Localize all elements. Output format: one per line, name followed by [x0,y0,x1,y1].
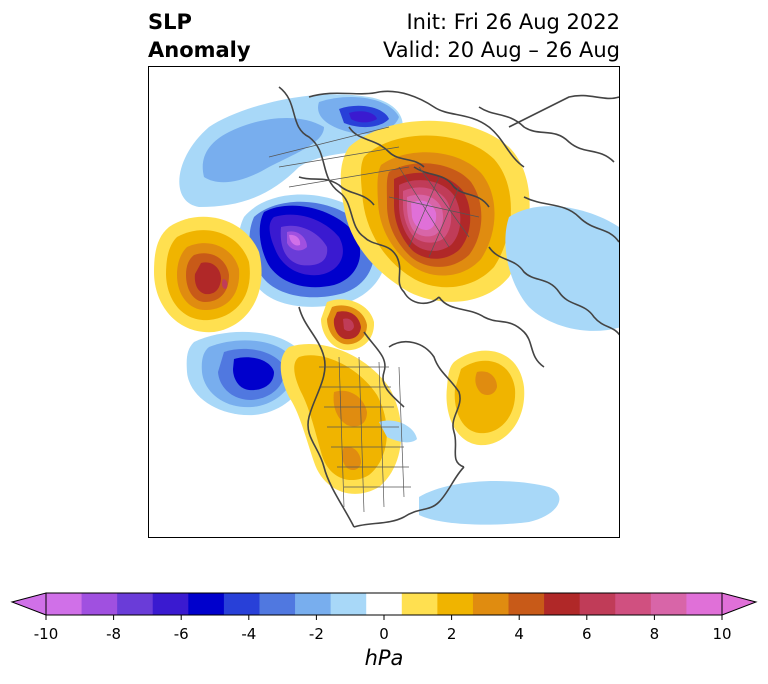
title-variable: SLP [148,10,192,34]
valid-range: Valid: 20 Aug – 26 Aug [382,38,620,62]
colorbar-tick-label: -4 [241,625,257,643]
colorbar-tick-label: -10 [33,625,59,643]
colorbar-bin [295,593,332,615]
colorbar-tick-label: -2 [308,625,324,643]
colorbar-tick-label: 8 [649,625,660,643]
init-date: Init: Fri 26 Aug 2022 [406,10,620,34]
colorbar-bin [579,593,616,615]
coastlines [278,86,619,528]
colorbar-extend-low [10,592,47,616]
colorbar-tick-label: -6 [173,625,189,643]
colorbar-extend-high [721,592,758,616]
colorbar-bin [117,593,154,615]
colorbar-bin [366,593,403,615]
positive-anomaly-atlantic [446,350,525,446]
colorbar-tick-label: 2 [446,625,457,643]
anomaly-map [154,86,619,528]
colorbar-tick-label: 0 [379,625,389,643]
colorbar-unit-label: hPa [364,646,404,670]
colorbar-bin [615,593,652,615]
colorbar [10,592,758,620]
colorbar-bin [544,593,581,615]
colorbar-bin [650,593,687,615]
map-subtitle: Init: Fri 26 Aug 2022 Valid: 20 Aug – 26… [383,8,620,64]
positive-anomaly-hudson [321,299,375,351]
map-title: SLP Anomaly [148,8,251,64]
colorbar-bin [152,593,189,615]
negative-anomaly-east [505,206,619,331]
colorbar-bin [508,593,545,615]
map-panel [148,66,620,538]
state-borders [268,126,480,513]
colorbar-tick-label: 6 [582,625,592,643]
colorbar-bin [330,593,367,615]
colorbar-tick-label: 10 [712,625,732,643]
positive-anomaly-arctic [340,120,530,302]
colorbar-bin [686,593,723,615]
colorbar-bin [46,593,83,615]
negative-anomaly-south-atlantic [379,420,560,525]
colorbar-bin [437,593,474,615]
negative-anomaly-north [179,94,403,207]
colorbar-bin [81,593,118,615]
colorbar-tick-label: 4 [514,625,524,643]
negative-anomaly-pacific [186,331,307,416]
colorbar-bin [472,593,510,615]
colorbar-bin [401,593,438,615]
colorbar-bin [188,593,225,615]
colorbar-bin [259,593,296,615]
colorbar-bin [223,593,260,615]
positive-anomaly-west [154,216,262,333]
colorbar-tick-label: -8 [106,625,122,643]
title-quantity: Anomaly [148,38,251,62]
